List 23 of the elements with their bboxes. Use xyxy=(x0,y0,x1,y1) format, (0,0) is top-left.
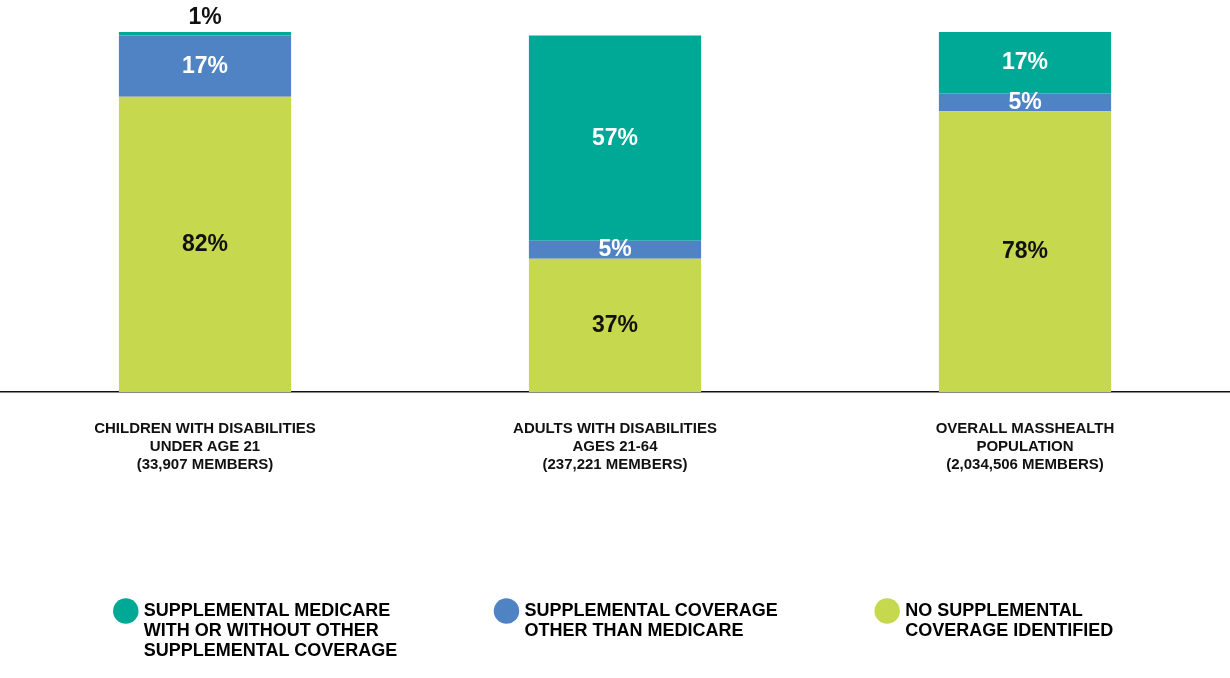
data-label: 17% xyxy=(181,51,229,78)
data-label: 57% xyxy=(591,123,639,150)
bar xyxy=(528,35,702,241)
legend-label: NO SUPPLEMENTAL COVERAGE IDENTIFIED xyxy=(905,599,1114,641)
data-label: 37% xyxy=(591,310,639,337)
bar xyxy=(528,240,702,259)
bar xyxy=(938,111,1112,392)
data-label: 1% xyxy=(188,3,222,30)
data-label: 5% xyxy=(1008,87,1042,114)
bar xyxy=(118,32,292,36)
bar xyxy=(118,35,292,97)
data-label: 5% xyxy=(598,235,632,262)
bar xyxy=(528,258,702,392)
bar xyxy=(938,32,1112,94)
data-label: 82% xyxy=(181,229,229,256)
x-tick-label: ADULTS WITH DISABILITIES AGES 21-64 (237,221 MEMBERS) xyxy=(513,419,717,473)
x-tick-label: OVERALL MASSHEALTH POPULATION (2,034,506 MEMBERS) xyxy=(935,419,1115,473)
bar xyxy=(118,96,292,392)
legend-label: SUPPLEMENTAL MEDICARE WITH OR WITHOUT OTHER SUPPLEMENTAL COVERAGE xyxy=(143,599,398,661)
legend-label: SUPPLEMENTAL COVERAGE OTHER THAN MEDICARE xyxy=(524,599,778,641)
x-tick-label: CHILDREN WITH DISABILITIES UNDER AGE 21 (33,907 MEMBERS) xyxy=(94,419,316,473)
data-label: 17% xyxy=(1001,47,1049,74)
data-label: 78% xyxy=(1001,236,1049,263)
